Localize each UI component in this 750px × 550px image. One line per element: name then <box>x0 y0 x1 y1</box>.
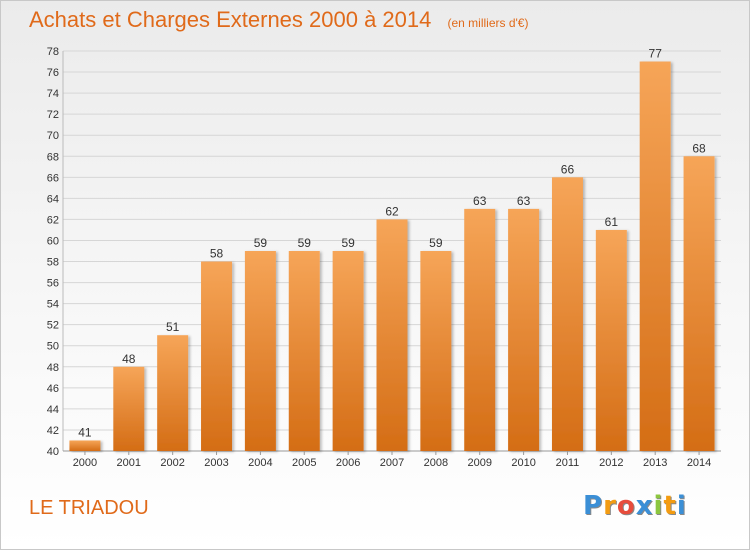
y-tick-label: 62 <box>47 214 59 226</box>
x-tick-label: 2000 <box>73 457 97 469</box>
y-tick-label: 46 <box>47 383 59 395</box>
y-tick-label: 42 <box>47 425 59 437</box>
y-tick-label: 48 <box>47 362 59 374</box>
bar-2010 <box>508 208 540 451</box>
proxiti-logo: Proxiti <box>583 491 687 521</box>
bar-2004 <box>244 251 276 451</box>
data-label-2005: 59 <box>298 236 312 250</box>
x-tick-label: 2006 <box>336 457 360 469</box>
y-tick-label: 76 <box>47 67 59 79</box>
data-label-2001: 48 <box>122 352 136 366</box>
y-tick-label: 66 <box>47 172 59 184</box>
y-tick-label: 58 <box>47 257 59 269</box>
bar-2000 <box>69 440 101 451</box>
data-label-2009: 63 <box>473 194 487 208</box>
y-axis-ticks: 40 42 44 46 48 50 52 54 56 58 60 62 64 66 68 70 72 74 76 78 <box>47 46 59 458</box>
logo-letter: x <box>635 491 654 521</box>
x-tick-label: 2013 <box>643 457 667 469</box>
x-tick-label: 2009 <box>467 457 491 469</box>
y-tick-label: 40 <box>47 446 59 458</box>
x-tick-label: 2011 <box>556 457 580 469</box>
x-tick-label: 2001 <box>117 457 141 469</box>
data-labels: 41 48 51 58 59 59 59 62 59 63 63 66 61 77 68 <box>78 47 706 440</box>
data-label-2004: 59 <box>254 236 268 250</box>
y-tick-label: 78 <box>47 46 59 58</box>
data-label-2012: 61 <box>605 215 619 229</box>
bar-2001 <box>113 366 145 451</box>
logo-letter: o <box>616 491 636 521</box>
bar-2006 <box>332 251 364 451</box>
y-tick-label: 50 <box>47 341 59 353</box>
bar-2011 <box>551 177 583 451</box>
bar-2014 <box>683 156 715 451</box>
data-label-2002: 51 <box>166 320 180 334</box>
data-label-2010: 63 <box>517 194 531 208</box>
chart-title: Achats et Charges Externes 2000 à 2014 (… <box>29 7 528 33</box>
y-tick-label: 70 <box>47 130 59 142</box>
data-label-2014: 68 <box>692 141 706 155</box>
x-tick-label: 2005 <box>292 457 316 469</box>
x-tick-label: 2004 <box>248 457 272 469</box>
x-tick-label: 2010 <box>511 457 535 469</box>
data-label-2011: 66 <box>561 162 575 176</box>
data-label-2008: 59 <box>429 236 443 250</box>
y-tick-label: 52 <box>47 320 59 332</box>
logo-letter: i <box>676 491 687 521</box>
x-axis-ticks: 2000 2001 2002 2003 2004 2005 2006 2007 2008 2009… <box>73 451 711 469</box>
data-label-2007: 62 <box>385 204 399 218</box>
y-tick-label: 56 <box>47 278 59 290</box>
x-tick-label: 2002 <box>160 457 184 469</box>
logo-letter: P <box>583 491 604 521</box>
y-tick-label: 74 <box>47 88 59 100</box>
bar-2009 <box>464 208 496 451</box>
chart-subtitle: (en milliers d'€) <box>447 16 529 30</box>
bar-2013 <box>639 61 671 452</box>
data-label-2003: 58 <box>210 247 224 261</box>
data-label-2000: 41 <box>78 425 92 439</box>
y-tick-label: 72 <box>47 109 59 121</box>
x-tick-label: 2012 <box>599 457 623 469</box>
logo-letter: i <box>653 491 664 521</box>
chart-title-text: Achats et Charges Externes 2000 à 2014 <box>29 7 432 32</box>
x-tick-label: 2014 <box>687 457 711 469</box>
bar-2012 <box>595 229 627 451</box>
bar-2008 <box>420 251 452 451</box>
x-tick-label: 2007 <box>380 457 404 469</box>
bar-2002 <box>157 335 189 451</box>
commune-name: LE TRIADOU <box>29 497 149 519</box>
data-label-2006: 59 <box>341 236 355 250</box>
y-tick-label: 54 <box>47 299 59 311</box>
logo-letter: t <box>663 491 677 521</box>
y-tick-label: 68 <box>47 151 59 163</box>
bars <box>69 61 715 452</box>
y-tick-label: 60 <box>47 235 59 247</box>
x-tick-label: 2008 <box>424 457 448 469</box>
bar-2007 <box>376 219 408 451</box>
logo-letter: r <box>603 491 617 521</box>
data-label-2013: 77 <box>649 47 663 61</box>
y-tick-label: 64 <box>47 193 59 205</box>
x-tick-label: 2003 <box>204 457 228 469</box>
bar-2005 <box>288 251 320 451</box>
y-tick-label: 44 <box>47 404 59 416</box>
bar-2003 <box>201 261 233 451</box>
